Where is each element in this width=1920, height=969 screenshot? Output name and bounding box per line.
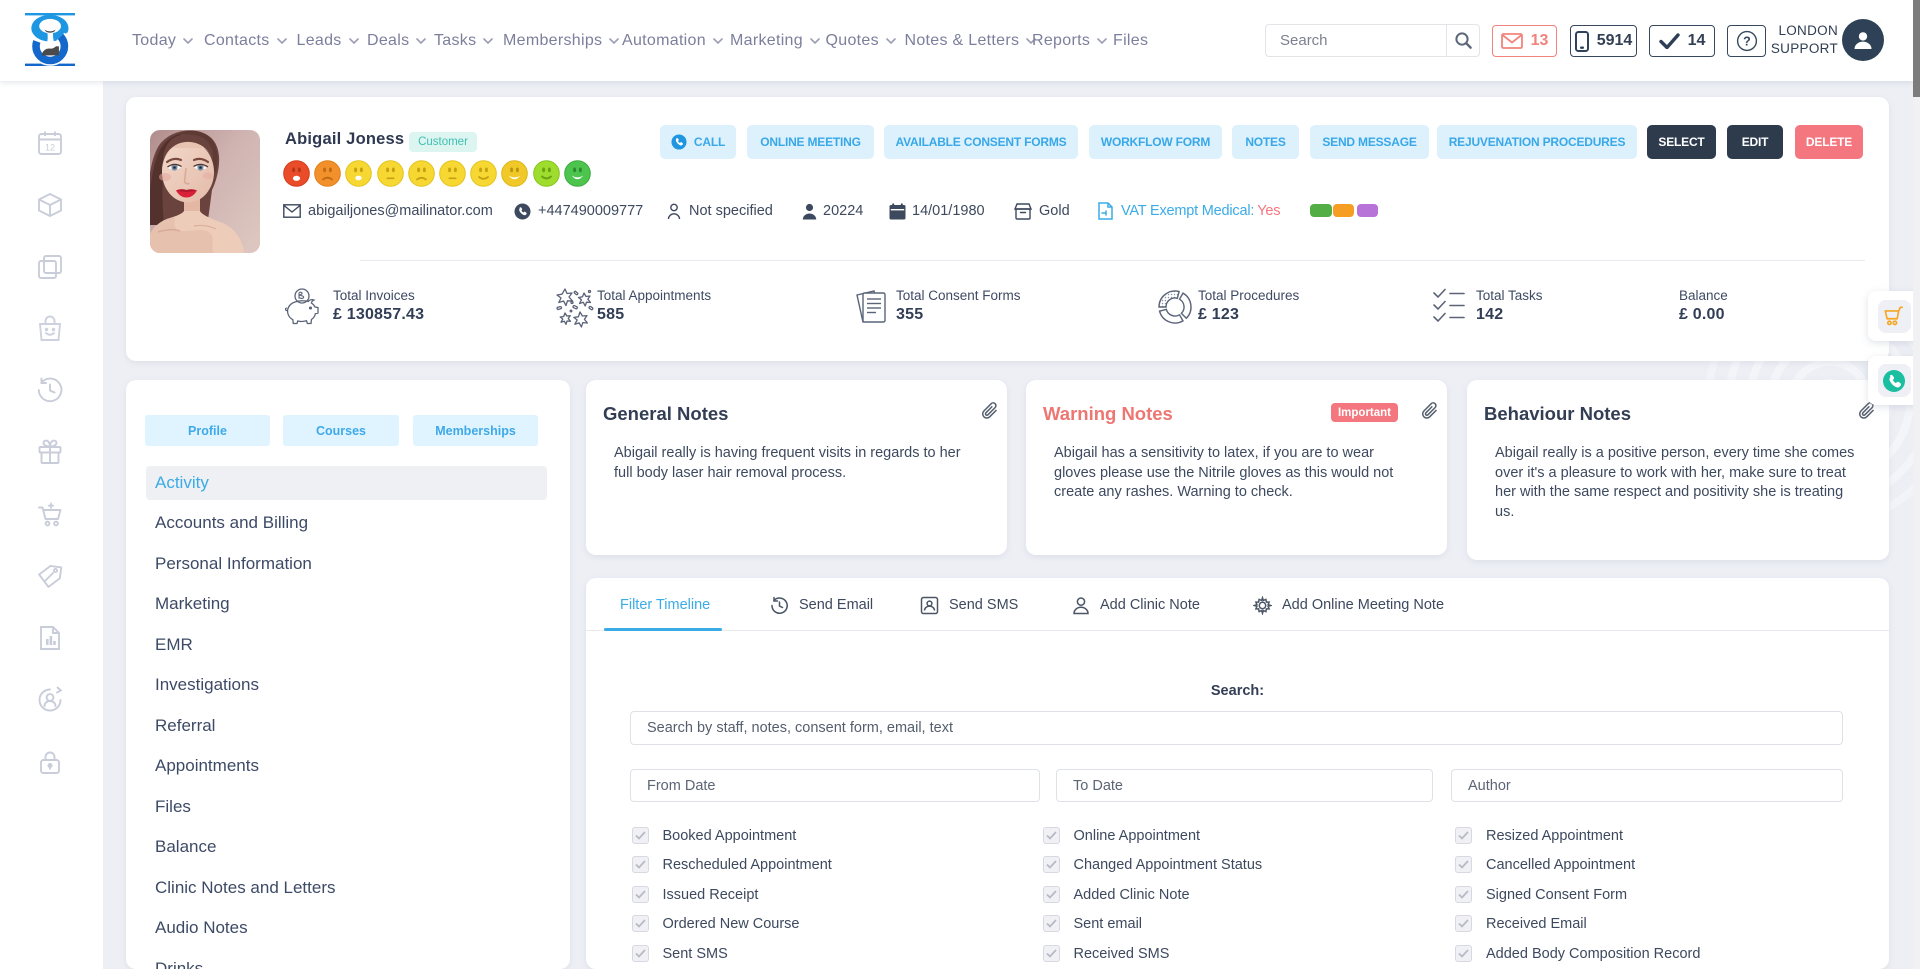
- svg-text:12: 12: [45, 143, 55, 153]
- svg-text:?: ?: [1743, 34, 1751, 48]
